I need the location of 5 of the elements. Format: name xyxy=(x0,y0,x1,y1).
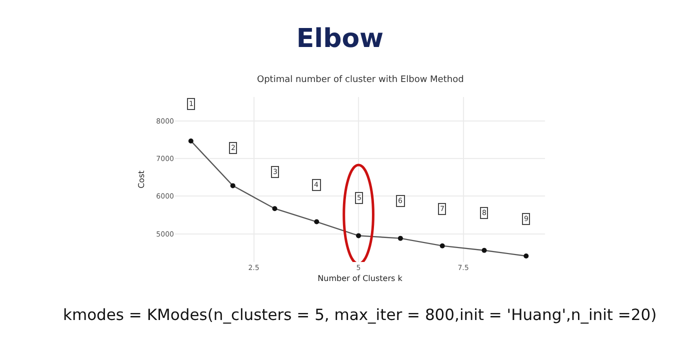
chart-title: Elbow xyxy=(296,24,384,54)
y-axis-title: Cost xyxy=(136,170,146,188)
chart-subtitle: Optimal number of cluster with Elbow Method xyxy=(257,75,464,85)
text: kmodes = KModes(n_clusters = 5, max_iter = 800,init = 'Huang',n_init =20) xyxy=(63,306,657,324)
x-axis-title: Number of Clusters k xyxy=(318,274,403,284)
